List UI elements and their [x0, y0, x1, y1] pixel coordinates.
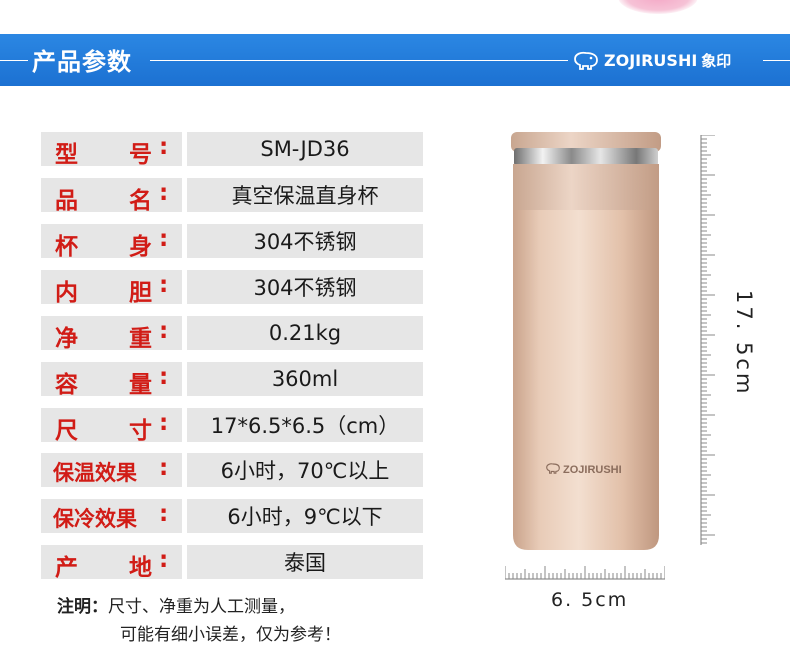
spec-value: 0.21kg: [187, 316, 423, 350]
vertical-ruler: [700, 135, 715, 545]
spec-row: 型 号 : SM-JD36: [41, 132, 423, 168]
spec-label-char: 容: [55, 372, 78, 398]
decorative-flower: [618, 0, 698, 14]
spec-colon: :: [159, 318, 169, 344]
spec-label-char: 号: [129, 142, 152, 168]
spec-label: 净 重 :: [41, 316, 182, 352]
spec-label-char: 产: [55, 555, 78, 581]
cup-collar: [513, 164, 659, 210]
spec-label-char: 名: [129, 188, 152, 214]
spec-label: 保温效果 :: [41, 453, 182, 487]
spec-label-char: 杯: [55, 234, 78, 260]
brand-logo: ZOJIRUSHI 象印: [572, 49, 731, 71]
section-banner: 产品参数 ZOJIRUSHI 象印: [0, 34, 790, 86]
disclaimer-note: 注明：尺寸、净重为人工测量， 可能有细小误差，仅为参考！: [57, 593, 341, 649]
spec-row: 保冷效果 : 6小时，9℃以下: [41, 499, 423, 533]
spec-colon: :: [159, 134, 169, 160]
spec-label-char: 型: [55, 142, 78, 168]
spec-colon: :: [159, 364, 169, 390]
spec-label-char: 胆: [129, 280, 152, 306]
spec-row: 杯 身 : 304不锈钢: [41, 224, 423, 260]
note-line1: 尺寸、净重为人工测量，: [108, 597, 295, 617]
spec-colon: :: [159, 410, 169, 436]
banner-line-middle: [150, 60, 568, 61]
spec-label: 尺 寸 :: [41, 408, 182, 444]
note-label: 注明：: [57, 597, 108, 617]
spec-value: 6小时，70℃以上: [187, 453, 423, 487]
spec-row: 净 重 : 0.21kg: [41, 316, 423, 352]
spec-label-char: 内: [55, 280, 78, 306]
spec-label-char: 地: [129, 555, 152, 581]
spec-row: 品 名 : 真空保温直身杯: [41, 178, 423, 214]
spec-label: 保冷效果 :: [41, 499, 182, 533]
banner-line-left: [0, 60, 28, 61]
spec-colon: :: [159, 501, 169, 527]
spec-row: 产 地 : 泰国: [41, 545, 423, 581]
spec-colon: :: [159, 272, 169, 298]
spec-value: 304不锈钢: [187, 224, 423, 258]
height-dimension-label: 17. 5cm: [732, 290, 756, 397]
spec-colon: :: [159, 455, 169, 481]
brand-name: ZOJIRUSHI: [604, 50, 698, 70]
spec-value: SM-JD36: [187, 132, 423, 166]
spec-label: 容 量 :: [41, 362, 182, 398]
cup-chrome-ring: [514, 148, 658, 166]
spec-label-char: 寸: [129, 418, 152, 444]
spec-row: 内 胆 : 304不锈钢: [41, 270, 423, 306]
spec-label: 杯 身 :: [41, 224, 182, 260]
spec-label-char: 净: [55, 326, 78, 352]
spec-row: 尺 寸 : 17*6.5*6.5（cm）: [41, 408, 423, 444]
spec-row: 保温效果 : 6小时，70℃以上: [41, 453, 423, 487]
spec-value: 6小时，9℃以下: [187, 499, 423, 533]
banner-title: 产品参数: [32, 47, 132, 76]
spec-label-char: 品: [55, 188, 78, 214]
spec-value: 真空保温直身杯: [187, 178, 423, 212]
cup-logo: ZOJIRUSHI: [546, 463, 622, 476]
cup-body: [513, 210, 659, 550]
brand-name-cn: 象印: [701, 51, 732, 70]
spec-value: 360ml: [187, 362, 423, 396]
elephant-icon: [574, 51, 598, 70]
spec-label-char: 量: [129, 372, 152, 398]
spec-value: 304不锈钢: [187, 270, 423, 304]
spec-value: 泰国: [187, 545, 423, 579]
spec-label: 内 胆 :: [41, 270, 182, 306]
spec-label: 产 地 :: [41, 545, 182, 581]
elephant-icon: [546, 463, 560, 474]
width-dimension-label: 6. 5cm: [551, 589, 629, 611]
spec-label-char: 重: [129, 326, 152, 352]
thermos-cup-image: ZOJIRUSHI: [511, 132, 661, 550]
horizontal-ruler: [505, 566, 665, 580]
spec-label-char: 身: [129, 234, 152, 260]
spec-value: 17*6.5*6.5（cm）: [187, 408, 423, 442]
spec-label: 品 名 :: [41, 178, 182, 214]
spec-row: 容 量 : 360ml: [41, 362, 423, 398]
spec-colon: :: [159, 226, 169, 252]
note-line2: 可能有细小误差，仅为参考！: [120, 625, 341, 645]
spec-label-text: 保温效果: [53, 461, 137, 485]
spec-colon: :: [159, 180, 169, 206]
banner-line-right: [763, 60, 790, 61]
cup-lid: [511, 132, 661, 152]
cup-logo-text: ZOJIRUSHI: [563, 464, 622, 476]
spec-label: 型 号 :: [41, 132, 182, 168]
spec-label-text: 保冷效果: [53, 507, 137, 531]
spec-colon: :: [159, 547, 169, 573]
spec-label-char: 尺: [55, 418, 78, 444]
